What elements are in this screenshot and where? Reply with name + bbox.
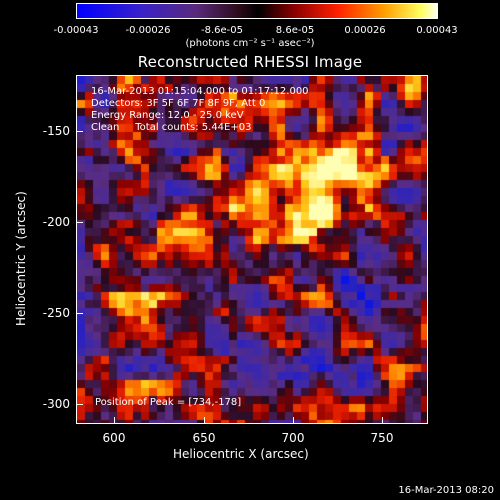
xtick-label: 650 [192,431,216,445]
colorbar-units: (photons cm⁻² s⁻¹ asec⁻²) [185,38,315,49]
x-axis-label: Heliocentric X (arcsec) [173,447,309,461]
info-time-range: 16-Mar-2013 01:15:04.000 to 01:17:12.000 [91,86,309,97]
xtick-label: 700 [281,431,305,445]
xtick-mark [204,417,205,424]
timestamp: 16-Mar-2013 08:20 [398,485,494,496]
info-detectors: Detectors: 3F 5F 6F 7F 8F 9F, Att 0 [91,98,266,109]
xtick-mark [114,417,115,424]
colorbar [76,3,438,19]
ytick-mark [76,131,83,132]
peak-position: Position of Peak = [734,-178] [95,397,242,408]
info-energy-range: Energy Range: 12.0 - 25.0 keV [91,110,244,121]
xtick-mark [382,417,383,424]
ytick-mark [76,404,83,405]
xtick-mark [293,417,294,424]
colorbar-tick-1: -0.00043 [53,25,99,36]
y-axis-label: Heliocentric Y (arcsec) [14,191,28,326]
ytick-label: -300 [42,397,70,411]
colorbar-tick-6: 0.00043 [416,25,458,36]
ytick-mark [76,222,83,223]
ytick-label: -200 [42,215,70,229]
colorbar-tick-2: -0.00026 [125,25,171,36]
plot-frame: 16-Mar-2013 01:15:04.000 to 01:17:12.000… [76,75,428,424]
image-title: Reconstructed RHESSI Image [137,53,363,71]
colorbar-tick-4: 8.6e-05 [275,25,315,36]
xtick-label: 600 [102,431,126,445]
info-clean-counts: Clean Total counts: 5.44E+03 [91,122,252,133]
colorbar-tick-3: -8.6e-05 [201,25,243,36]
ytick-mark [76,313,83,314]
rhessi-heatmap [77,76,427,423]
colorbar-tick-5: 0.00026 [344,25,386,36]
xtick-label: 750 [370,431,394,445]
ytick-label: -250 [42,306,70,320]
ytick-label: -150 [42,124,70,138]
